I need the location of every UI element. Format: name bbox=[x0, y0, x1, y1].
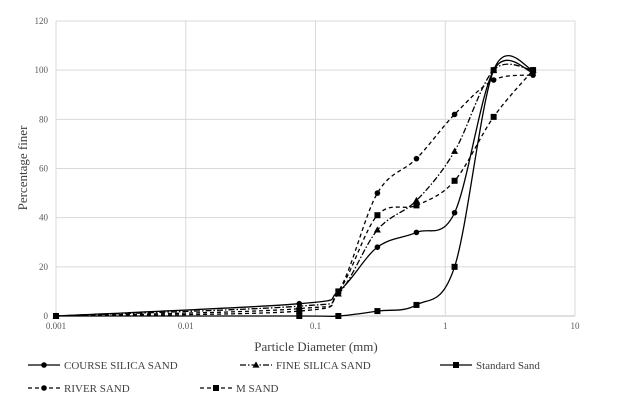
data-point bbox=[530, 67, 537, 74]
y-tick-label: 20 bbox=[39, 262, 49, 272]
series-course-silica-sand bbox=[53, 59, 536, 319]
series-line bbox=[55, 54, 534, 318]
data-point bbox=[413, 202, 420, 209]
data-point bbox=[490, 113, 497, 120]
data-point bbox=[374, 244, 381, 250]
legend-marker bbox=[41, 385, 47, 391]
y-axis-title: Percentage finer bbox=[15, 125, 30, 210]
legend-entry: M SAND bbox=[200, 383, 279, 395]
gridlines bbox=[55, 20, 576, 317]
legend-entry: RIVER SAND bbox=[28, 383, 130, 395]
data-point bbox=[335, 288, 342, 295]
data-point bbox=[490, 77, 497, 83]
data-point bbox=[53, 313, 59, 319]
y-tick-label: 60 bbox=[39, 164, 49, 174]
series-line bbox=[55, 59, 534, 317]
series-line bbox=[55, 74, 534, 317]
legend-marker bbox=[252, 361, 260, 368]
data-point bbox=[451, 263, 458, 270]
data-point bbox=[412, 196, 420, 204]
data-point bbox=[413, 229, 420, 236]
legend-label: RIVER SAND bbox=[64, 383, 130, 395]
data-point bbox=[296, 313, 303, 319]
data-point bbox=[451, 147, 459, 154]
legend-label: FINE SILICA SAND bbox=[276, 360, 371, 372]
legend-marker bbox=[41, 362, 47, 368]
data-point bbox=[374, 308, 381, 315]
x-tick-label: 10 bbox=[571, 321, 581, 331]
data-point bbox=[374, 212, 381, 219]
legend-label: COURSE SILICA SAND bbox=[64, 360, 178, 372]
series-fine-silica-sand bbox=[52, 63, 537, 319]
x-tick-label: 1 bbox=[443, 321, 448, 331]
series-standard-sand bbox=[53, 54, 537, 319]
data-point bbox=[413, 155, 420, 162]
data-point bbox=[296, 308, 303, 315]
axes: 0 20 40 60 80 100 120 0.001 0.01 0.1 1 10 bbox=[35, 16, 581, 331]
data-point bbox=[451, 177, 458, 184]
series-river-sand bbox=[53, 72, 536, 319]
x-tick-label: 0.01 bbox=[178, 321, 194, 331]
x-axis-title: Particle Diameter (mm) bbox=[254, 339, 377, 354]
series-group bbox=[52, 54, 537, 319]
y-tick-label: 40 bbox=[39, 213, 49, 223]
data-point bbox=[335, 313, 342, 319]
legend-entry: COURSE SILICA SAND bbox=[28, 360, 178, 372]
legend-marker bbox=[453, 362, 459, 368]
legend-label: M SAND bbox=[236, 383, 279, 395]
legend: COURSE SILICA SAND FINE SILICA SAND Standa… bbox=[28, 360, 540, 395]
data-point bbox=[374, 190, 381, 196]
x-tick-label: 0.1 bbox=[310, 321, 321, 331]
y-tick-label: 120 bbox=[35, 16, 49, 26]
legend-entry: Standard Sand bbox=[440, 360, 540, 372]
data-point bbox=[451, 111, 458, 118]
y-tick-label: 80 bbox=[39, 114, 49, 124]
legend-label: Standard Sand bbox=[476, 360, 540, 372]
data-point bbox=[451, 209, 458, 216]
y-tick-label: 0 bbox=[44, 311, 49, 321]
data-point bbox=[530, 72, 536, 78]
series-m-sand bbox=[53, 67, 537, 319]
series-line bbox=[55, 63, 534, 317]
x-tick-label: 0.001 bbox=[46, 321, 66, 331]
y-tick-label: 100 bbox=[35, 65, 49, 75]
legend-marker bbox=[213, 385, 219, 391]
legend-entry: FINE SILICA SAND bbox=[240, 360, 371, 372]
data-point bbox=[490, 67, 497, 74]
data-point bbox=[373, 226, 381, 233]
data-point bbox=[413, 301, 420, 308]
